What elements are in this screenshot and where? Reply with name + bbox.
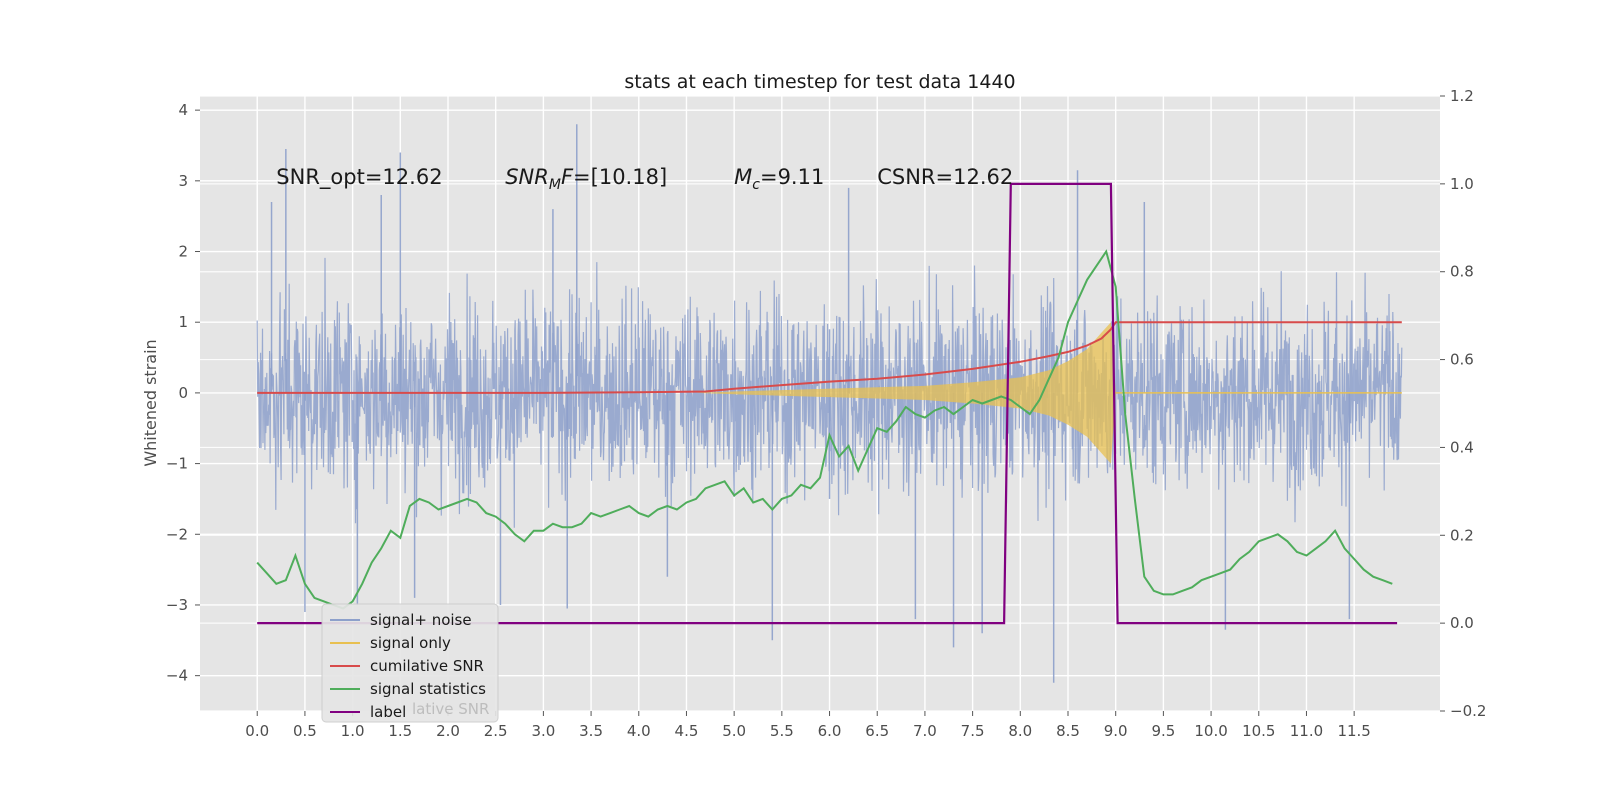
x-tick-label: 8.5 (1056, 722, 1080, 740)
x-tick-label: 9.0 (1104, 722, 1128, 740)
x-tick-label: 1.5 (388, 722, 412, 740)
y2-tick-label: 1.2 (1450, 87, 1474, 105)
y2-tick-label: 0.8 (1450, 263, 1474, 281)
annotation: SNR_opt=12.62 (276, 165, 442, 190)
x-tick-label: 0.0 (245, 722, 269, 740)
x-tick-label: 0.5 (293, 722, 317, 740)
x-tick-label: 2.5 (484, 722, 508, 740)
x-tick-label: 9.5 (1151, 722, 1175, 740)
y-tick-label: −4 (166, 667, 188, 685)
legend-entry: label (370, 703, 406, 721)
x-tick-label: 7.0 (913, 722, 937, 740)
x-tick-label: 6.0 (818, 722, 842, 740)
x-tick-label: 3.5 (579, 722, 603, 740)
y2-tick-label: 1.0 (1450, 175, 1474, 193)
y-tick-label: −1 (166, 455, 188, 473)
signal-only-envelope (257, 322, 1402, 464)
y-tick-label: 0 (178, 384, 188, 402)
x-tick-label: 11.0 (1290, 722, 1323, 740)
line-series (256, 182, 1402, 625)
y2-tick-label: 0.2 (1450, 526, 1474, 544)
signal-statistics-line (256, 249, 1393, 610)
legend-entry: cumilative SNR (370, 657, 484, 675)
y2-tick-label: 0.4 (1450, 438, 1474, 456)
y2-tick-label: −0.2 (1450, 702, 1486, 720)
y-tick-label: −2 (166, 525, 188, 543)
legend-ghost-text: lative SNR (412, 700, 489, 718)
x-tick-label: 3.0 (531, 722, 555, 740)
legend-entry: signal statistics (370, 680, 486, 698)
annotation: CSNR=12.62 (877, 165, 1013, 189)
annotation: Mc=9.11 (734, 165, 824, 193)
y2-tick-label: 0.6 (1450, 351, 1474, 369)
y-axis-label: Whitened strain (141, 339, 160, 466)
x-tick-label: 8.0 (1008, 722, 1032, 740)
x-tick-label: 2.0 (436, 722, 460, 740)
annotations: SNR_opt=12.62 SNRMF=[10.18] Mc=9.11 CSNR=12… (276, 165, 1013, 193)
x-tick-label: 10.5 (1242, 722, 1275, 740)
legend: lative SNR signal+ noise signal only cumila… (321, 603, 499, 723)
legend-box (321, 603, 499, 723)
y-tick-label: 2 (178, 243, 188, 261)
annotation: SNRMF=[10.18] (505, 165, 667, 193)
x-tick-label: 10.0 (1194, 722, 1227, 740)
legend-entry: signal+ noise (370, 611, 472, 629)
x-tick-label: 4.5 (675, 722, 699, 740)
x-tick-label: 4.0 (627, 722, 651, 740)
label-line (257, 182, 1398, 625)
x-tick-label: 5.5 (770, 722, 794, 740)
y-tick-label: 3 (178, 172, 188, 190)
y-tick-label: −3 (166, 596, 188, 614)
x-tick-label: 6.5 (865, 722, 889, 740)
legend-entry: signal only (370, 634, 451, 652)
x-tick-label: 7.5 (961, 722, 985, 740)
chart-title: stats at each timestep for test data 144… (624, 71, 1015, 93)
y-tick-label: 4 (178, 101, 188, 119)
signal-only-series (257, 322, 1402, 464)
x-tick-label: 5.0 (722, 722, 746, 740)
y2-tick-label: 0.0 (1450, 614, 1474, 632)
x-tick-label: 11.5 (1337, 722, 1370, 740)
y-tick-label: 1 (178, 313, 188, 331)
x-tick-label: 1.0 (341, 722, 365, 740)
axis-ticks: 0.0 0.5 1.0 1.5 2.0 2.5 3.0 3.5 4.0 4.5 5.0 5.5 6.0 6… (166, 87, 1487, 740)
